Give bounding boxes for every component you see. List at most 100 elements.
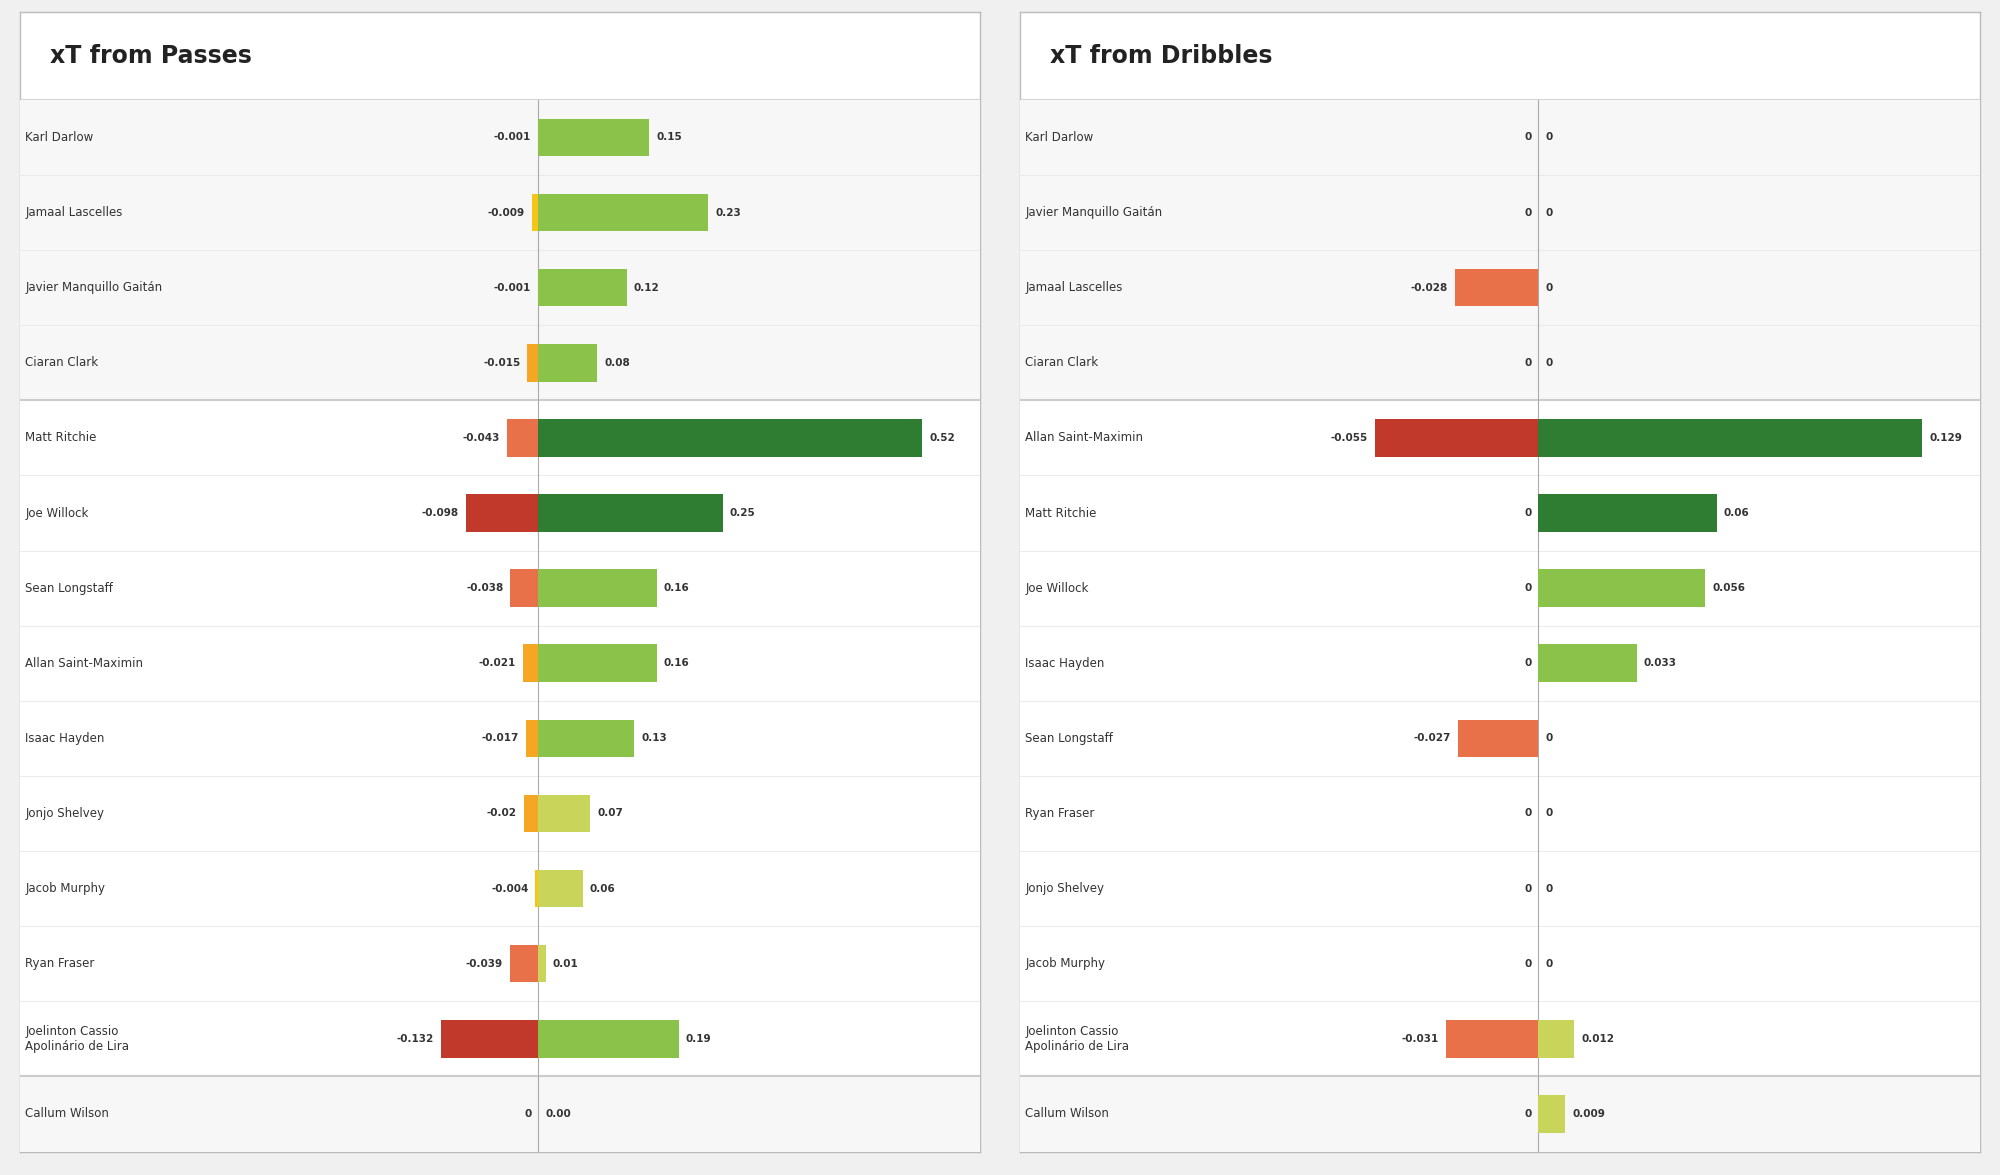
Text: -0.001: -0.001 [494,283,530,293]
Text: Isaac Hayden: Isaac Hayden [1026,657,1104,670]
Bar [538,119,650,156]
Bar [538,570,656,607]
Text: 0: 0 [1524,959,1532,968]
Bar [1538,1095,1566,1133]
Text: -0.132: -0.132 [396,1034,434,1043]
Bar [538,644,656,682]
Text: 0.15: 0.15 [656,133,682,142]
Bar [526,719,538,757]
Bar [538,269,628,307]
Text: 0: 0 [1524,1109,1532,1119]
Text: 0.129: 0.129 [1930,432,1962,443]
Text: Ciaran Clark: Ciaran Clark [1026,356,1098,369]
Bar [522,644,538,682]
Bar [1020,250,1980,325]
Text: 0.012: 0.012 [1582,1034,1614,1043]
Text: -0.027: -0.027 [1414,733,1452,744]
Text: -0.098: -0.098 [422,508,460,518]
Text: Javier Manquillo Gaitán: Javier Manquillo Gaitán [26,281,162,294]
Bar [528,344,538,382]
Bar [20,776,980,851]
Bar [532,194,538,231]
Text: 0.06: 0.06 [1724,508,1750,518]
Bar [538,794,590,832]
Text: -0.001: -0.001 [494,133,530,142]
Text: Isaac Hayden: Isaac Hayden [26,732,104,745]
Bar [1020,401,1980,476]
Text: -0.017: -0.017 [482,733,518,744]
Text: 0: 0 [1524,808,1532,819]
Bar [538,194,708,231]
Text: 0.23: 0.23 [716,208,740,217]
Text: 0.06: 0.06 [590,884,616,894]
Bar [1538,1020,1574,1058]
Bar [506,419,538,457]
Bar [538,419,922,457]
Text: Karl Darlow: Karl Darlow [26,130,94,143]
Text: 0.033: 0.033 [1644,658,1676,669]
Text: Jacob Murphy: Jacob Murphy [1026,958,1106,971]
Bar [20,1076,980,1152]
Bar [1538,419,1922,457]
Text: Jamaal Lascelles: Jamaal Lascelles [26,206,122,219]
Bar [20,1001,980,1076]
Text: 0: 0 [524,1109,532,1119]
Text: -0.015: -0.015 [484,357,520,368]
Bar [1020,175,1980,250]
Bar [1446,1020,1538,1058]
Text: -0.039: -0.039 [466,959,502,968]
Text: 0.08: 0.08 [604,357,630,368]
Bar [538,1020,678,1058]
Text: -0.009: -0.009 [488,208,524,217]
Text: 0.13: 0.13 [642,733,668,744]
Bar [20,551,980,626]
Text: Allan Saint-Maximin: Allan Saint-Maximin [26,657,144,670]
Bar [538,344,598,382]
Text: 0: 0 [1524,133,1532,142]
Text: 0.009: 0.009 [1572,1109,1604,1119]
Text: 0: 0 [1546,133,1552,142]
Bar [20,625,980,700]
Text: 0: 0 [1524,884,1532,894]
Text: 0: 0 [1546,208,1552,217]
Text: 0.00: 0.00 [546,1109,572,1119]
Text: 0.056: 0.056 [1712,583,1746,593]
Bar [20,250,980,325]
Bar [20,325,980,401]
Bar [1020,476,1980,551]
Text: 0.16: 0.16 [664,658,690,669]
Text: Joe Willock: Joe Willock [1026,582,1088,595]
Text: -0.038: -0.038 [466,583,504,593]
Bar [1020,700,1980,776]
Text: 0.12: 0.12 [634,283,660,293]
Text: Jonjo Shelvey: Jonjo Shelvey [1026,882,1104,895]
Text: Allan Saint-Maximin: Allan Saint-Maximin [1026,431,1144,444]
Bar [440,1020,538,1058]
Bar [1020,776,1980,851]
Text: Matt Ritchie: Matt Ritchie [1026,506,1096,519]
Bar [510,570,538,607]
Text: 0: 0 [1524,208,1532,217]
Bar [20,926,980,1001]
Text: 0.52: 0.52 [930,432,956,443]
Bar [20,851,980,926]
Text: 0: 0 [1546,357,1552,368]
Bar [20,175,980,250]
Text: 0.16: 0.16 [664,583,690,593]
Bar [1538,570,1706,607]
Bar [538,495,724,532]
Text: -0.055: -0.055 [1330,432,1368,443]
Bar [538,945,546,982]
Bar [1020,100,1980,175]
Text: Ryan Fraser: Ryan Fraser [26,958,94,971]
Text: Matt Ritchie: Matt Ritchie [26,431,96,444]
Bar [1020,851,1980,926]
Text: -0.031: -0.031 [1402,1034,1440,1043]
Bar [20,700,980,776]
Bar [1538,644,1636,682]
Bar [1020,551,1980,626]
Bar [1020,1001,1980,1076]
Text: Callum Wilson: Callum Wilson [26,1108,110,1121]
Text: 0: 0 [1546,733,1552,744]
Bar [524,794,538,832]
